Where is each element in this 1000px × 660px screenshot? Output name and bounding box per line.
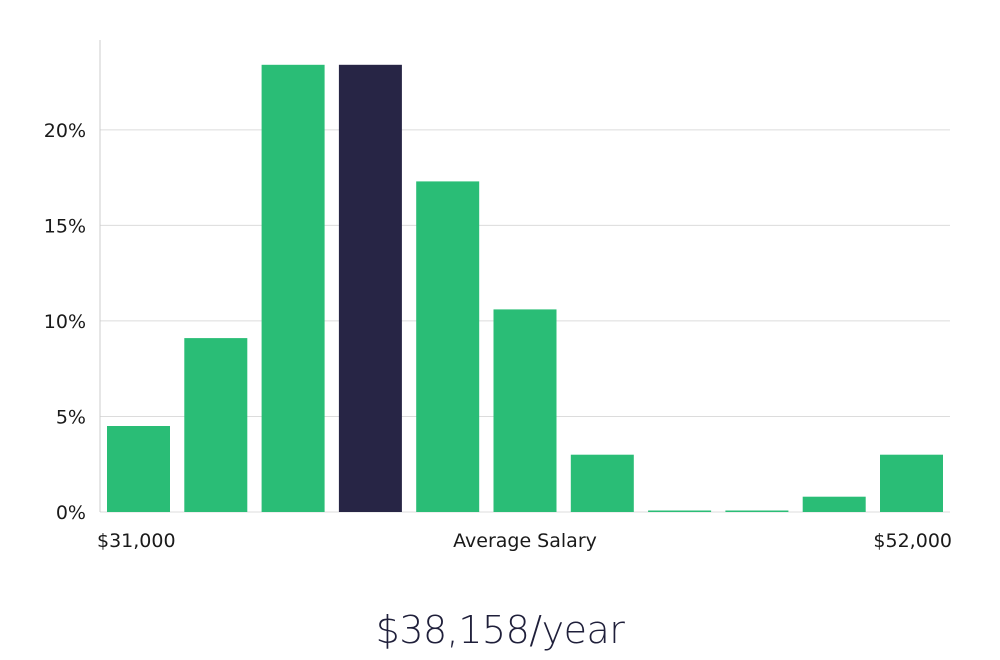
y-tick-label-0: 0%	[56, 502, 86, 524]
bar	[570, 454, 634, 512]
bar	[107, 426, 170, 512]
bars	[107, 64, 943, 513]
bar	[416, 181, 480, 512]
bar	[648, 510, 712, 512]
y-tick-label-10: 10%	[44, 311, 86, 333]
bar	[802, 496, 866, 512]
average-salary-value: $38,158/year	[375, 608, 625, 652]
salary-histogram-chart: 0% 5% 10% 15% 20% $31,000 Average Salary $52…	[44, 40, 952, 552]
bar-highlighted	[338, 64, 402, 513]
y-tick-label-15: 15%	[44, 215, 86, 237]
bar	[880, 454, 943, 512]
bar	[184, 338, 248, 512]
y-tick-label-5: 5%	[56, 406, 86, 428]
y-tick-label-20: 20%	[44, 120, 86, 142]
bar	[493, 309, 557, 512]
x-axis-title: Average Salary	[453, 530, 597, 552]
bar	[261, 64, 325, 513]
bar	[725, 510, 789, 512]
y-tick-labels: 0% 5% 10% 15% 20%	[44, 120, 86, 524]
x-end-label: $52,000	[873, 530, 952, 552]
x-start-label: $31,000	[97, 530, 176, 552]
